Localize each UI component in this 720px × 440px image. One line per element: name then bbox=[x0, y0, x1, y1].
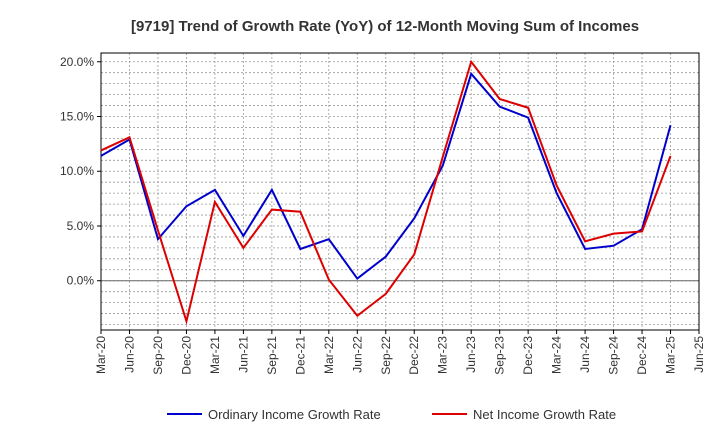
grid bbox=[101, 53, 699, 330]
y-tick-label: 20.0% bbox=[60, 55, 94, 69]
x-tick-label: Dec-21 bbox=[293, 336, 307, 375]
x-tick-label: Mar-22 bbox=[322, 336, 336, 374]
x-tick-label: Dec-23 bbox=[521, 336, 535, 375]
x-tick-label: Dec-24 bbox=[635, 336, 649, 375]
x-tick-label: Sep-24 bbox=[607, 336, 621, 375]
x-tick-label: Jun-24 bbox=[578, 336, 592, 373]
x-tick-label: Sep-20 bbox=[151, 336, 165, 375]
x-tick-label: Mar-21 bbox=[208, 336, 222, 374]
y-tick-label: 15.0% bbox=[60, 110, 94, 124]
plot-area-frame bbox=[100, 52, 700, 331]
series-lines bbox=[100, 59, 672, 326]
x-tick-label: Sep-23 bbox=[493, 336, 507, 375]
x-tick-label: Jun-22 bbox=[350, 336, 364, 373]
y-tick-label: 10.0% bbox=[60, 164, 94, 178]
x-tick-label: Mar-25 bbox=[664, 336, 678, 374]
legend-label: Ordinary Income Growth Rate bbox=[208, 407, 381, 422]
x-tick-label: Sep-22 bbox=[379, 336, 393, 375]
x-tick-label: Mar-24 bbox=[550, 336, 564, 374]
legend: Ordinary Income Growth Rate Net Income Gr… bbox=[167, 407, 616, 422]
x-tick-label: Dec-20 bbox=[179, 336, 193, 375]
y-tick-label: 5.0% bbox=[67, 219, 95, 233]
x-tick-label: Jun-23 bbox=[464, 336, 478, 373]
x-tick-label: Mar-23 bbox=[436, 336, 450, 374]
x-tick-label: Jun-21 bbox=[236, 336, 250, 373]
legend-label: Net Income Growth Rate bbox=[473, 407, 616, 422]
chart-title: [9719] Trend of Growth Rate (YoY) of 12-… bbox=[131, 18, 639, 35]
series-line bbox=[100, 71, 672, 280]
x-tick-label: Jun-20 bbox=[122, 336, 136, 373]
series-line bbox=[100, 59, 672, 326]
x-tick-label: Jun-25 bbox=[692, 336, 706, 373]
y-tick-label: 0.0% bbox=[67, 274, 95, 288]
x-tick-label: Sep-21 bbox=[265, 336, 279, 375]
x-axis: Mar-20 Jun-20 Sep-20 Dec-20 Mar-21 Jun-21 Sep-… bbox=[94, 330, 706, 375]
x-tick-label: Mar-20 bbox=[94, 336, 108, 374]
x-tick-label: Dec-22 bbox=[407, 336, 421, 375]
y-axis: 20.0% 15.0% 10.0% 5.0% 0.0% bbox=[60, 55, 101, 288]
